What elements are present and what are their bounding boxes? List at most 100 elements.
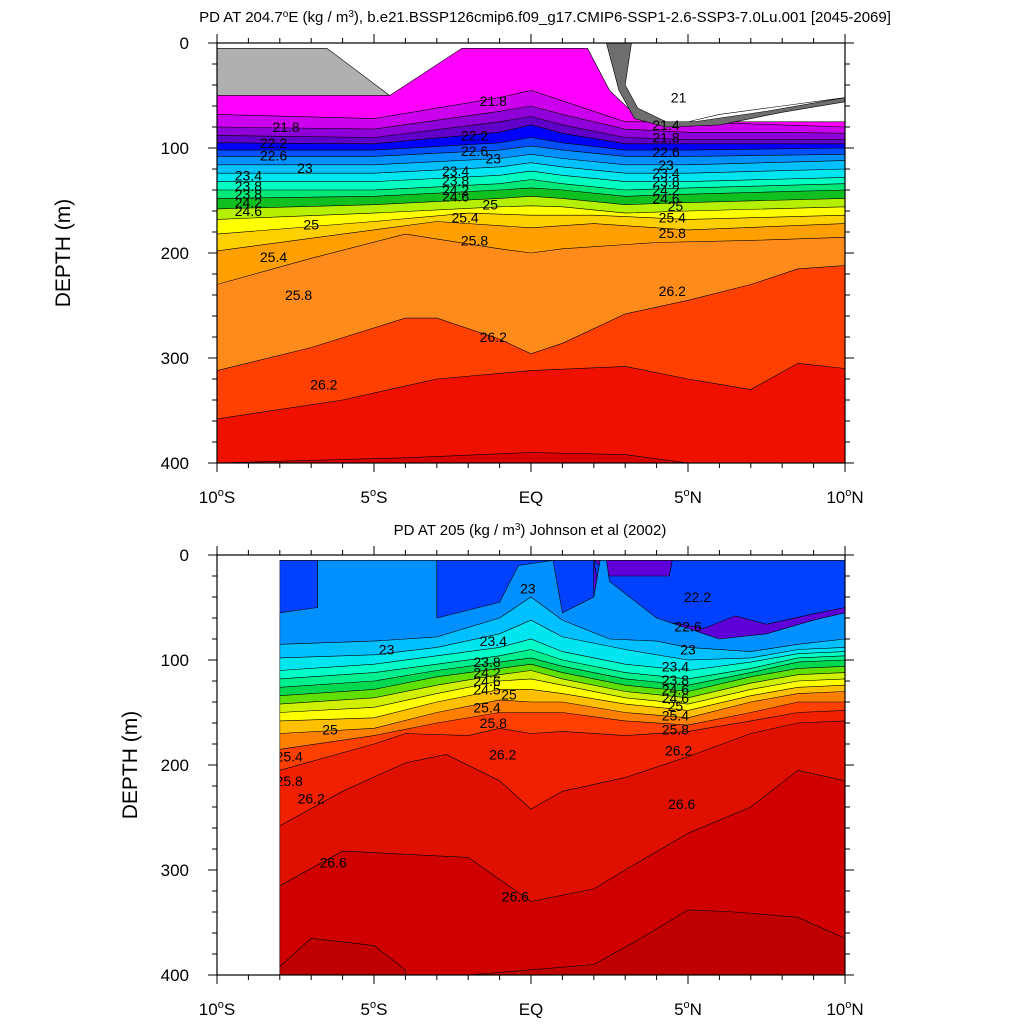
- contour-label: 26.2: [310, 376, 337, 392]
- contour-label: 23: [379, 642, 395, 658]
- y-tick-label: 0: [180, 34, 189, 53]
- contour-label: 25.4: [276, 749, 303, 765]
- contour-label: 23.8: [235, 186, 262, 202]
- contour-label: 21.8: [652, 130, 679, 146]
- contour-label: 23: [680, 642, 696, 658]
- y-tick-label: 200: [161, 756, 189, 775]
- contour-label: 25.4: [473, 699, 500, 715]
- contour-label: 22.6: [461, 143, 488, 159]
- contour-label: 25.4: [662, 708, 689, 724]
- contour-label: 23: [297, 160, 313, 176]
- x-tick-label: 10oN: [826, 999, 863, 1019]
- contour-label: 25.8: [662, 721, 689, 737]
- contour-label: 23.8: [473, 654, 500, 670]
- contour-label: 24.5: [473, 681, 500, 697]
- contour-label: 22.6: [260, 147, 287, 163]
- contour-label: 25.8: [480, 715, 507, 731]
- contour-label: 23.8: [652, 174, 679, 190]
- contour-label: 24.6: [652, 190, 679, 206]
- contour-label: 22.2: [461, 127, 488, 143]
- contour-label: 25: [668, 198, 684, 214]
- bottom-panel-axes: 0 100 200 300 400 10oS 5oS EQ 5oN 10oN: [161, 546, 864, 1019]
- top-panel: PD AT 204.7oE (kg / m3), b.e21.BSSP126cm…: [52, 9, 891, 507]
- contour-label: 24.6: [235, 203, 262, 219]
- contour-label: 25.4: [659, 209, 686, 225]
- bottom-panel: PD AT 205 (kg / m3) Johnson et al (2002)…: [119, 522, 864, 1019]
- contour-label: 26.2: [665, 742, 692, 758]
- x-tick-label: 10oN: [826, 487, 863, 507]
- contour-label: 26.6: [502, 888, 529, 904]
- x-tick-label: 10oS: [199, 487, 235, 507]
- contour-label: 25: [482, 197, 498, 213]
- bottom-panel-title: PD AT 205 (kg / m3) Johnson et al (2002): [394, 522, 667, 539]
- contour-label: 23.4: [652, 165, 679, 181]
- contour-label: 24.2: [473, 665, 500, 681]
- contour-label: 23: [520, 581, 536, 597]
- top-panel-title: PD AT 204.7oE (kg / m3), b.e21.BSSP126cm…: [199, 9, 891, 26]
- contour-label: 23: [658, 157, 674, 173]
- top-panel-axes: 0 100 200 300 400 10oS 5oS EQ 5oN 10oN: [161, 34, 864, 507]
- contour-label: 26.2: [659, 283, 686, 299]
- y-tick-label: 300: [161, 349, 189, 368]
- contour-label: 25.8: [659, 225, 686, 241]
- contour-label: 26.6: [320, 855, 347, 871]
- contour-label: 21.8: [480, 93, 507, 109]
- contour-label: 25: [668, 698, 684, 714]
- x-tick-label: 5oN: [674, 999, 702, 1019]
- contour-label: 26.2: [480, 329, 507, 345]
- contour-band-29: [279, 909, 845, 975]
- contour-label: 23.4: [442, 163, 469, 179]
- contour-label: 23.4: [662, 658, 689, 674]
- contour-label: 25: [501, 687, 517, 703]
- contour-label: 26.2: [489, 747, 516, 763]
- contour-label: 23.8: [235, 178, 262, 194]
- bottom-panel-y-axis-label: DEPTH (m): [119, 711, 142, 820]
- contour-label: 24.2: [235, 195, 262, 211]
- contour-label: 24.6: [662, 681, 689, 697]
- contour-label: 23.4: [480, 633, 507, 649]
- contour-label: 22.6: [674, 618, 701, 634]
- contour-label: 22.2: [260, 135, 287, 151]
- contour-label: 24.6: [442, 188, 469, 204]
- x-tick-label: 10oS: [199, 999, 235, 1019]
- contour-label: 21: [671, 90, 687, 106]
- y-tick-label: 100: [161, 651, 189, 670]
- contour-label: 21.4: [652, 117, 679, 133]
- contour-label: 23.8: [662, 672, 689, 688]
- contour-label: 24.6: [662, 690, 689, 706]
- x-tick-label: 5oS: [361, 487, 388, 507]
- contour-label: 25.8: [276, 773, 303, 789]
- y-tick-label: 200: [161, 244, 189, 263]
- contour-label: 23.8: [442, 173, 469, 189]
- contour-band-29: [217, 452, 845, 463]
- x-tick-label: EQ: [519, 488, 544, 507]
- y-tick-label: 0: [180, 546, 189, 565]
- contour-label: 22.2: [684, 589, 711, 605]
- x-tick-label: 5oS: [361, 999, 388, 1019]
- contour-label: 24.2: [652, 182, 679, 198]
- y-tick-label: 100: [161, 139, 189, 158]
- contour-band-28.6: [217, 362, 845, 463]
- x-tick-label: 5oN: [674, 487, 702, 507]
- contour-label: 25.8: [461, 232, 488, 248]
- contour-label: 25.4: [451, 209, 478, 225]
- contour-label: 24.6: [473, 673, 500, 689]
- missing-data-region: [624, 43, 845, 123]
- x-tick-label: EQ: [519, 1000, 544, 1019]
- contour-label: 25: [322, 721, 338, 737]
- contour-label: 25: [303, 217, 319, 233]
- contour-label: 23: [486, 151, 502, 167]
- contour-label: 26.2: [298, 791, 325, 807]
- contour-label: 22.6: [652, 144, 679, 160]
- contour-label: 21.8: [272, 119, 299, 135]
- y-tick-label: 300: [161, 861, 189, 880]
- y-tick-label: 400: [161, 454, 189, 473]
- y-tick-label: 400: [161, 966, 189, 985]
- contour-label: 24.2: [442, 182, 469, 198]
- contour-label: 25.8: [285, 287, 312, 303]
- contour-label: 23.4: [235, 667, 262, 683]
- contour-label: 26.6: [668, 796, 695, 812]
